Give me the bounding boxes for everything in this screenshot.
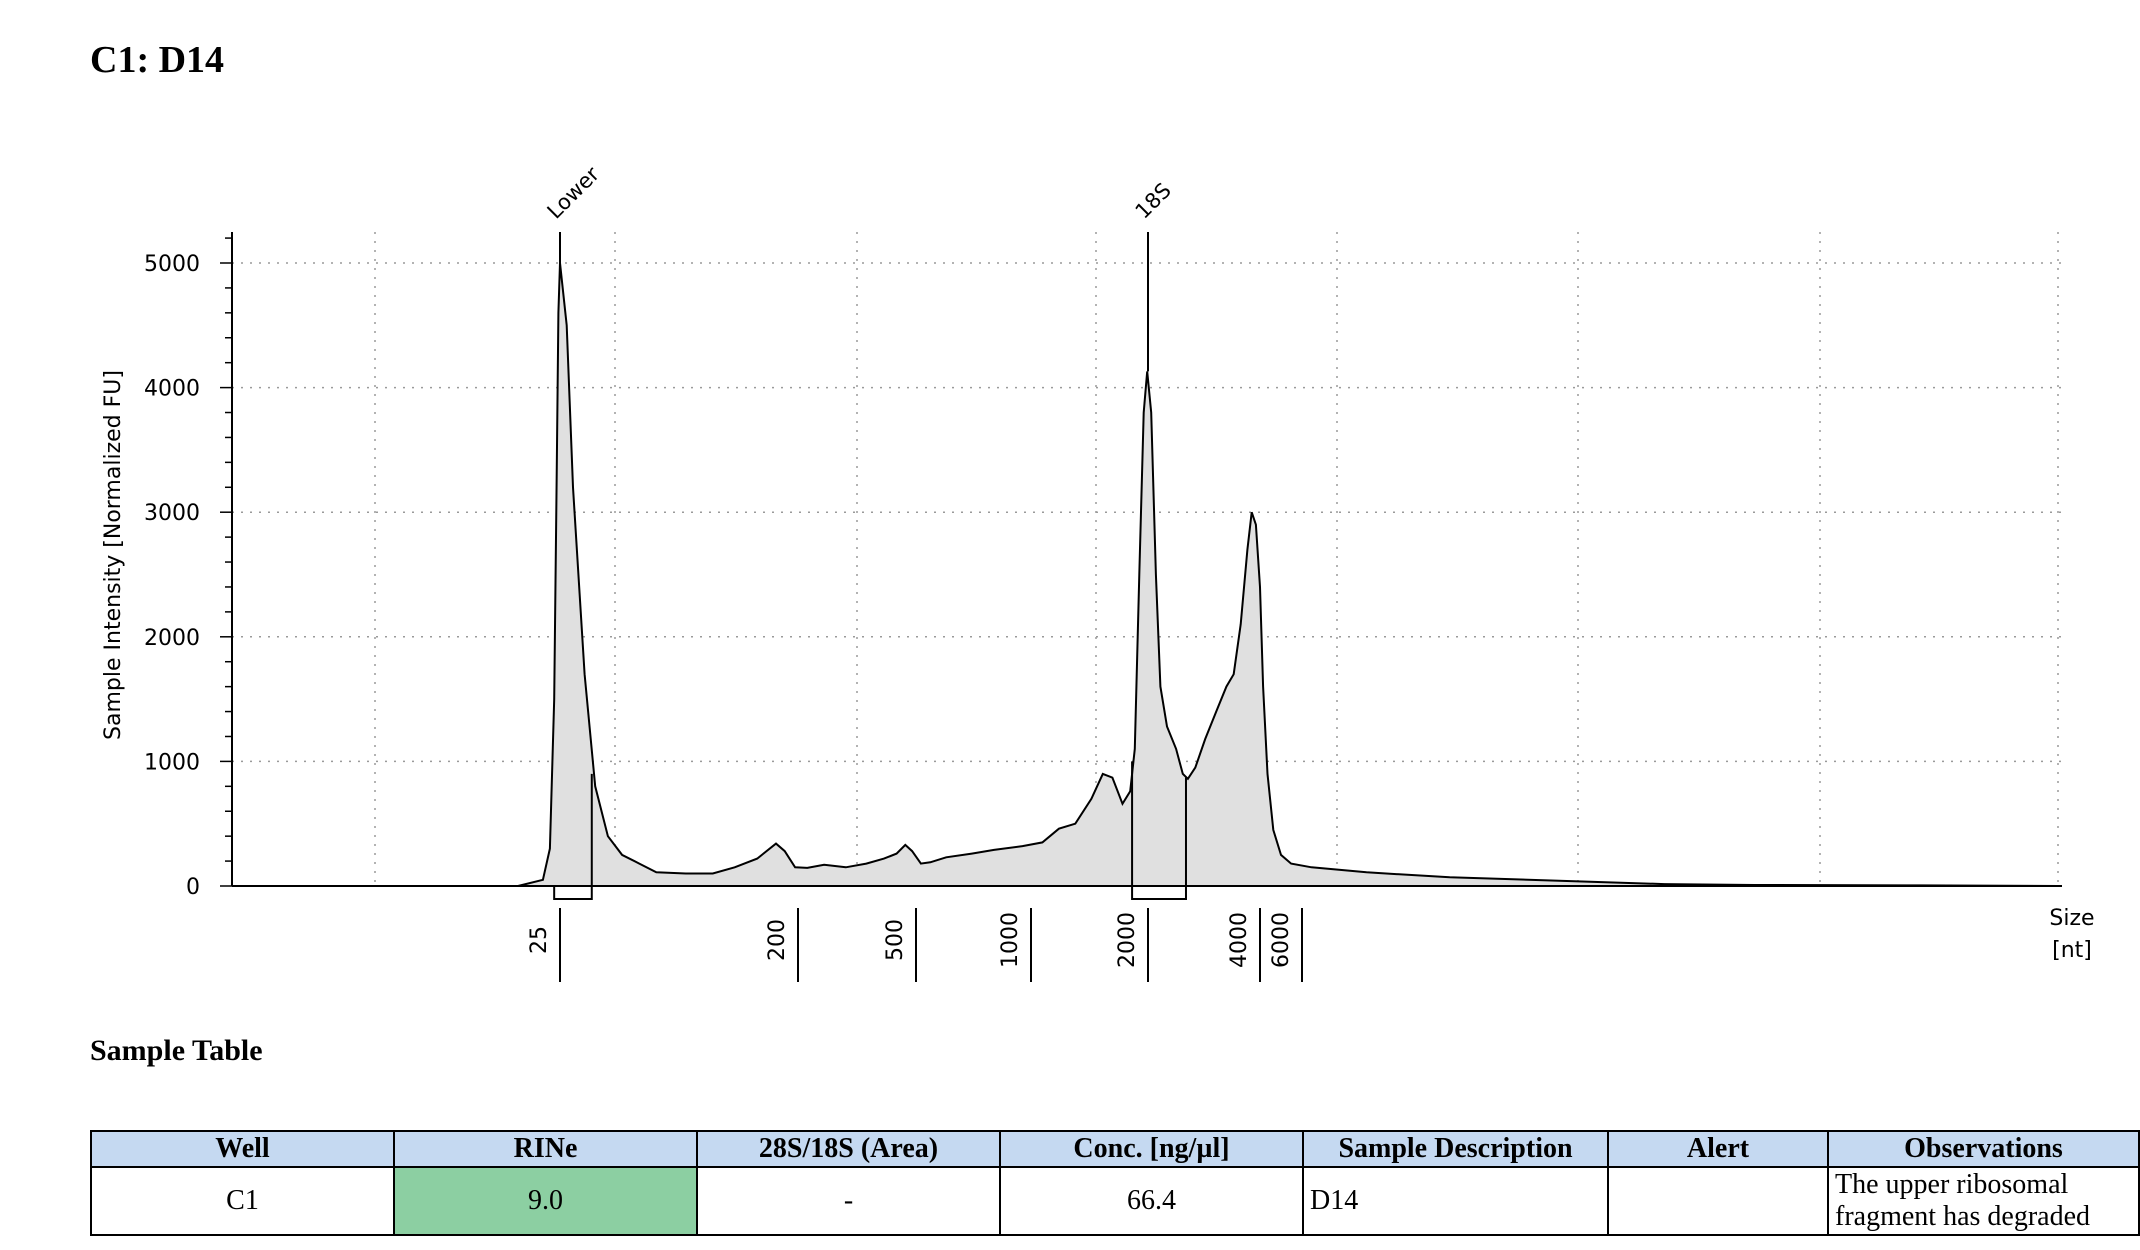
x-tick-label: 500 (883, 919, 908, 961)
electropherogram-chart: 0 1000 2000 3000 4000 5000 25 200 500 1000 2000 400… (101, 162, 2095, 982)
y-tick-label: 4000 (144, 377, 200, 402)
peak-window-lower (553, 773, 593, 900)
x-axis-label-line2: [nt] (2052, 938, 2092, 963)
col-header-rine: RINe (393, 1130, 698, 1168)
cell-ratio: - (696, 1166, 1001, 1236)
cell-alert (1607, 1166, 1829, 1236)
col-header-ratio: 28S/18S (Area) (696, 1130, 1001, 1168)
y-tick-label: 1000 (144, 750, 200, 775)
cell-conc: 66.4 (999, 1166, 1304, 1236)
x-tick-label: 25 (527, 926, 552, 954)
y-tick-label: 0 (186, 875, 200, 900)
sample-table-title: Sample Table (90, 1034, 263, 1067)
table-header-row: Well RINe 28S/18S (Area) Conc. [ng/µl] S… (90, 1130, 2140, 1168)
cell-rine: 9.0 (393, 1166, 698, 1236)
x-tick-label: 4000 (1227, 912, 1252, 968)
sample-table: Well RINe 28S/18S (Area) Conc. [ng/µl] S… (90, 1130, 2140, 1236)
x-tick-label: 1000 (998, 912, 1023, 968)
area-fill (236, 263, 2058, 886)
cell-well: C1 (90, 1166, 395, 1236)
cell-observations: The upper ribosomal fragment has degrade… (1827, 1166, 2140, 1236)
series-line (236, 262, 2059, 887)
chart-ticks: 0 1000 2000 3000 4000 5000 25 200 500 1000 2000 400… (144, 237, 1303, 982)
col-header-observations: Observations (1827, 1130, 2140, 1168)
chart-grid (232, 232, 2062, 886)
y-axis-label: Sample Intensity [Normalized FU] (101, 370, 126, 740)
peak-label: 18S (1131, 178, 1176, 223)
table-row: C1 9.0 - 66.4 D14 The upper ribosomal fr… (90, 1166, 2140, 1236)
col-header-well: Well (90, 1130, 395, 1168)
chart-area (236, 262, 2059, 900)
y-tick-label: 5000 (144, 252, 200, 277)
peak-window-18s (1131, 761, 1187, 900)
chart-axes (231, 232, 2062, 887)
y-tick-label: 3000 (144, 501, 200, 526)
cell-description: D14 (1302, 1166, 1609, 1236)
x-tick-label: 200 (765, 919, 790, 961)
col-header-description: Sample Description (1302, 1130, 1609, 1168)
peak-label: Lower (543, 162, 605, 224)
col-header-alert: Alert (1607, 1130, 1829, 1168)
x-tick-label: 6000 (1269, 912, 1294, 968)
y-tick-label: 2000 (144, 626, 200, 651)
x-axis-label-line1: Size (2049, 906, 2094, 931)
x-tick-label: 2000 (1115, 912, 1140, 968)
col-header-conc: Conc. [ng/µl] (999, 1130, 1304, 1168)
page-title: C1: D14 (90, 39, 225, 81)
